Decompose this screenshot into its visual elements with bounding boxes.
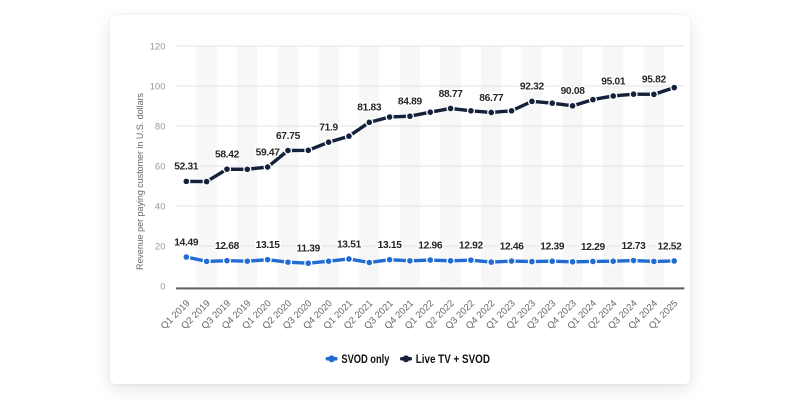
svg-text:120: 120 — [150, 41, 166, 52]
svg-text:81.83: 81.83 — [357, 103, 382, 114]
svg-text:12.39: 12.39 — [540, 242, 565, 253]
svg-text:12.92: 12.92 — [459, 241, 484, 252]
svg-text:88.77: 88.77 — [439, 89, 464, 100]
svg-text:12.46: 12.46 — [500, 242, 525, 253]
svg-text:92.32: 92.32 — [520, 82, 545, 93]
svg-text:58.42: 58.42 — [215, 149, 240, 160]
svg-text:84.89: 84.89 — [398, 97, 423, 108]
svg-text:Live TV + SVOD: Live TV + SVOD — [416, 352, 490, 366]
svg-text:40: 40 — [155, 201, 166, 212]
svg-text:SVOD only: SVOD only — [341, 352, 389, 366]
svg-text:12.29: 12.29 — [581, 242, 606, 253]
svg-text:80: 80 — [155, 121, 166, 132]
svg-text:12.52: 12.52 — [658, 241, 683, 252]
svg-text:14.49: 14.49 — [174, 238, 199, 249]
svg-text:11.39: 11.39 — [297, 244, 321, 255]
svg-text:12.73: 12.73 — [622, 241, 647, 252]
svg-text:12.68: 12.68 — [215, 241, 240, 252]
svg-text:12.96: 12.96 — [418, 241, 443, 252]
svg-text:Revenue per paying customer in: Revenue per paying customer in U.S. doll… — [135, 93, 145, 270]
svg-text:52.31: 52.31 — [174, 162, 199, 173]
svg-text:86.77: 86.77 — [479, 93, 504, 104]
svg-text:95.82: 95.82 — [642, 75, 667, 86]
svg-text:100: 100 — [150, 81, 166, 92]
svg-text:13.15: 13.15 — [378, 240, 403, 251]
svg-text:59.47: 59.47 — [256, 147, 281, 158]
svg-text:20: 20 — [155, 241, 166, 252]
svg-text:95.01: 95.01 — [601, 76, 626, 87]
svg-text:71.9: 71.9 — [319, 123, 338, 134]
svg-text:0: 0 — [160, 281, 165, 292]
svg-text:60: 60 — [155, 161, 166, 172]
svg-text:13.15: 13.15 — [256, 240, 281, 251]
svg-text:90.08: 90.08 — [561, 86, 586, 97]
svg-text:67.75: 67.75 — [276, 131, 301, 142]
svg-text:13.51: 13.51 — [337, 239, 362, 250]
